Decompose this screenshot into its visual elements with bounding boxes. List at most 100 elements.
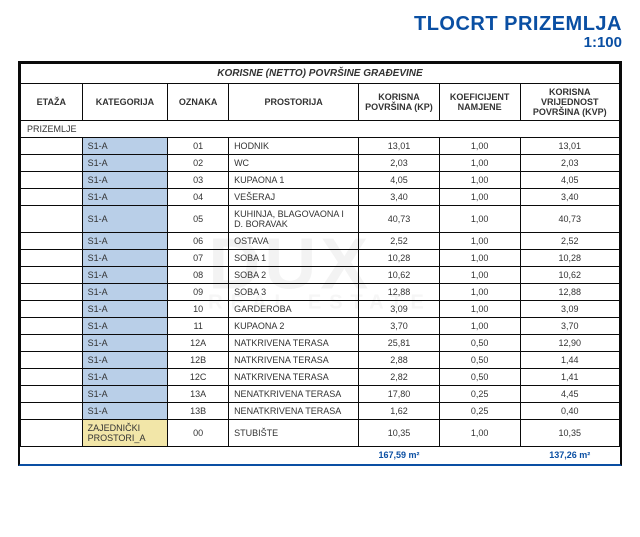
cell-kvp: 3,09	[520, 300, 619, 317]
table-row: S1-A02WC2,031,002,03	[21, 154, 620, 171]
cell-etaza	[21, 232, 83, 249]
cell-kvp: 2,03	[520, 154, 619, 171]
cell-etaza	[21, 283, 83, 300]
table-row: S1-A04VEŠERAJ3,401,003,40	[21, 188, 620, 205]
table-row: ZAJEDNIČKI PROSTORI_A00STUBIŠTE10,351,00…	[21, 419, 620, 446]
table-row: S1-A10GARDEROBA3,091,003,09	[21, 300, 620, 317]
cell-koef: 1,00	[439, 232, 520, 249]
table-row: S1-A01HODNIK13,011,0013,01	[21, 137, 620, 154]
cell-kvp: 3,40	[520, 188, 619, 205]
cell-kp: 2,82	[359, 368, 440, 385]
cell-kp: 10,35	[359, 419, 440, 446]
cell-koef: 1,00	[439, 171, 520, 188]
table-row: S1-A13BNENATKRIVENA TERASA1,620,250,40	[21, 402, 620, 419]
cell-prostorija: VEŠERAJ	[229, 188, 359, 205]
cell-oznaka: 12A	[168, 334, 229, 351]
table-row: S1-A03KUPAONA 14,051,004,05	[21, 171, 620, 188]
cell-kp: 10,62	[359, 266, 440, 283]
cell-etaza	[21, 385, 83, 402]
cell-koef: 1,00	[439, 205, 520, 232]
cell-kvp: 1,44	[520, 351, 619, 368]
col-header: KATEGORIJA	[82, 83, 168, 120]
cell-prostorija: HODNIK	[229, 137, 359, 154]
cell-oznaka: 10	[168, 300, 229, 317]
cell-prostorija: NENATKRIVENA TERASA	[229, 385, 359, 402]
cell-kvp: 1,41	[520, 368, 619, 385]
cell-prostorija: STUBIŠTE	[229, 419, 359, 446]
cell-prostorija: NATKRIVENA TERASA	[229, 368, 359, 385]
table-row: S1-A09SOBA 312,881,0012,88	[21, 283, 620, 300]
cell-prostorija: NATKRIVENA TERASA	[229, 351, 359, 368]
cell-oznaka: 13B	[168, 402, 229, 419]
cell-oznaka: 09	[168, 283, 229, 300]
cell-kategorija: S1-A	[82, 205, 168, 232]
cell-oznaka: 12C	[168, 368, 229, 385]
area-table: KORISNE (NETTO) POVRŠINE GRAĐEVINE ETAŽA…	[20, 63, 620, 464]
cell-kvp: 0,40	[520, 402, 619, 419]
cell-koef: 0,50	[439, 334, 520, 351]
cell-kategorija: S1-A	[82, 368, 168, 385]
cell-kategorija: S1-A	[82, 300, 168, 317]
cell-prostorija: SOBA 3	[229, 283, 359, 300]
cell-kvp: 10,62	[520, 266, 619, 283]
cell-kategorija: S1-A	[82, 402, 168, 419]
cell-kategorija: S1-A	[82, 334, 168, 351]
totals-row: 167,59 m² 137,26 m²	[21, 446, 620, 463]
cell-etaza	[21, 188, 83, 205]
cell-koef: 1,00	[439, 300, 520, 317]
cell-kp: 4,05	[359, 171, 440, 188]
totals-blank	[82, 446, 168, 463]
etaza-label: PRIZEMLJE	[21, 120, 620, 137]
table-row: S1-A12ANATKRIVENA TERASA25,810,5012,90	[21, 334, 620, 351]
table-super-header: KORISNE (NETTO) POVRŠINE GRAĐEVINE	[21, 63, 620, 83]
cell-kvp: 12,88	[520, 283, 619, 300]
cell-kategorija: S1-A	[82, 266, 168, 283]
col-header: KORISNA POVRŠINA (KP)	[359, 83, 440, 120]
cell-prostorija: WC	[229, 154, 359, 171]
cell-oznaka: 13A	[168, 385, 229, 402]
cell-prostorija: OSTAVA	[229, 232, 359, 249]
col-header: KOEFICIJENT NAMJENE	[439, 83, 520, 120]
cell-oznaka: 11	[168, 317, 229, 334]
cell-prostorija: GARDEROBA	[229, 300, 359, 317]
cell-prostorija: NATKRIVENA TERASA	[229, 334, 359, 351]
cell-kvp: 4,05	[520, 171, 619, 188]
cell-prostorija: KUHINJA, BLAGOVAONA I D. BORAVAK	[229, 205, 359, 232]
cell-oznaka: 07	[168, 249, 229, 266]
cell-etaza	[21, 368, 83, 385]
total-kp: 167,59 m²	[359, 446, 440, 463]
cell-etaza	[21, 154, 83, 171]
cell-kategorija: S1-A	[82, 188, 168, 205]
totals-blank	[439, 446, 520, 463]
cell-koef: 1,00	[439, 249, 520, 266]
totals-blank	[229, 446, 359, 463]
cell-kp: 25,81	[359, 334, 440, 351]
cell-oznaka: 01	[168, 137, 229, 154]
cell-kp: 2,88	[359, 351, 440, 368]
cell-kvp: 2,52	[520, 232, 619, 249]
col-header: OZNAKA	[168, 83, 229, 120]
cell-kategorija: ZAJEDNIČKI PROSTORI_A	[82, 419, 168, 446]
cell-koef: 1,00	[439, 419, 520, 446]
cell-kategorija: S1-A	[82, 232, 168, 249]
table-row: S1-A06OSTAVA2,521,002,52	[21, 232, 620, 249]
page-scale: 1:100	[18, 35, 622, 51]
cell-kategorija: S1-A	[82, 351, 168, 368]
cell-oznaka: 03	[168, 171, 229, 188]
cell-etaza	[21, 205, 83, 232]
cell-kvp: 40,73	[520, 205, 619, 232]
cell-koef: 0,50	[439, 368, 520, 385]
cell-oznaka: 08	[168, 266, 229, 283]
cell-kp: 2,52	[359, 232, 440, 249]
cell-koef: 0,50	[439, 351, 520, 368]
title-block: TLOCRT PRIZEMLJA 1:100	[18, 14, 622, 51]
cell-etaza	[21, 351, 83, 368]
cell-etaza	[21, 334, 83, 351]
page-title: TLOCRT PRIZEMLJA	[18, 14, 622, 35]
table-row: S1-A08SOBA 210,621,0010,62	[21, 266, 620, 283]
totals-blank	[168, 446, 229, 463]
cell-koef: 1,00	[439, 137, 520, 154]
cell-oznaka: 02	[168, 154, 229, 171]
cell-kp: 3,09	[359, 300, 440, 317]
cell-kvp: 4,45	[520, 385, 619, 402]
